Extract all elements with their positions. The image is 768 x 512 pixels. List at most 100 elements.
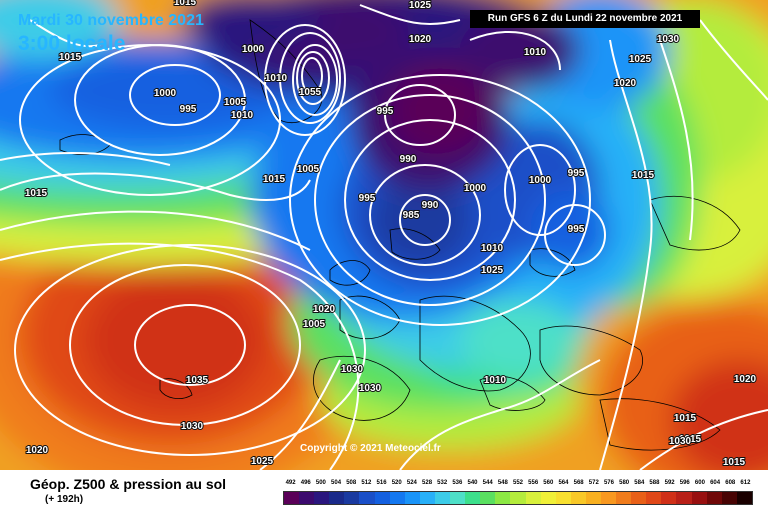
isobar-label: 1030 [341,364,364,375]
isobar-label: 1010 [484,375,507,386]
isobar-label: 995 [568,224,585,235]
isobar-label: 1015 [674,413,697,424]
scale-label: 540 [467,480,478,486]
isobar-label: 1005 [224,97,247,108]
isobar-label: 1030 [181,421,204,432]
isobar-label: 1000 [464,183,487,194]
scale-cell [736,492,752,504]
scale-cell [585,492,601,504]
isobar-label: 1015 [632,170,655,181]
isobar-label: 1020 [614,78,637,89]
isobar-label: 1015 [723,457,746,468]
isobar-label: 1010 [265,73,288,84]
scale-cell [314,492,330,504]
scale-cell [495,492,511,504]
isobar-label: 995 [180,104,197,115]
scale-label: 552 [512,480,524,486]
scale-label: 572 [588,480,599,486]
isobar-label: 1010 [481,243,504,254]
scale-cell [374,492,390,504]
scale-label: 596 [679,480,690,486]
valid-date: Mardi 30 novembre 2021 [18,12,204,29]
scale-cell [359,492,375,504]
isobar-label: 1015 [174,0,197,8]
scale-cell [465,492,481,504]
scale-cell [450,492,466,504]
scale-label: 516 [376,480,387,486]
isobar-labels: 1015 1015 1025 1020 1010 1030 1000 995 1005 1010 1… [24,0,758,469]
isobar-label: 1010 [524,47,547,58]
isobar-label: 1020 [313,304,336,315]
isobar-label: 1030 [669,436,692,447]
scale-label: 612 [740,480,751,486]
scale-cell [540,492,556,504]
scale-label: 584 [634,480,645,486]
isobar-label: 1000 [529,175,552,186]
scale-cell [404,492,420,504]
scale-cell [555,492,571,504]
isobar-label: 995 [377,106,394,117]
isobar-label: 1030 [359,383,382,394]
isobar-label: 990 [400,154,417,165]
isobar-label: 1015 [263,174,286,185]
scale-label: 536 [452,480,463,486]
scale-label: 588 [649,480,660,486]
scale-label: 608 [725,480,736,486]
scale-cell [389,492,405,504]
scale-cell [661,492,677,504]
scale-cell [525,492,541,504]
scale-label: 512 [361,480,372,486]
scale-label: 592 [664,480,675,486]
scale-cell [434,492,451,504]
scale-label: 548 [497,480,508,486]
isobar-label: 1020 [409,34,432,45]
color-scale-labels: 492 496 500 504 508 512 516 520 524 528 532 536 540 5… [283,480,753,490]
scale-label: 560 [543,480,554,486]
isobar-contours [0,4,768,470]
isobar-label: 1015 [25,188,48,199]
scale-cell [299,492,315,504]
scale-cell [570,492,586,504]
isobar-label: 1025 [409,0,432,11]
scale-cell [480,492,496,504]
scale-label: 508 [346,480,357,486]
scale-label: 544 [482,480,493,486]
scale-cell [329,492,345,504]
scale-cell [510,492,526,504]
isobar-label: 1020 [734,374,757,385]
scale-label: 604 [710,480,721,486]
isobar-label: 1015 [679,434,702,445]
scale-label: 568 [573,480,584,486]
scale-cell [600,492,617,504]
isobar-label: 1005 [303,319,326,330]
isobar-label: 1055 [299,87,322,98]
isobar-label: 1035 [186,375,209,386]
scale-label: 492 [285,480,296,486]
scale-cell [344,492,360,504]
color-scale-bar [283,491,753,505]
isobar-label: 1015 [59,52,82,63]
scale-cell [284,492,300,504]
isobar-label: 995 [568,168,585,179]
isobar-label: 990 [422,200,439,211]
isobar-label: 1025 [629,54,652,65]
z500-color-field [0,0,768,470]
scale-label: 500 [315,480,326,486]
scale-label: 504 [331,480,342,486]
scale-cell [616,492,632,504]
scale-cell [646,492,662,504]
isobar-label: 1000 [242,44,265,55]
scale-cell [631,492,647,504]
run-info: Run GFS 6 Z du Lundi 22 novembre 2021 [470,10,700,28]
scale-cell [706,492,722,504]
isobar-label: 985 [403,210,420,221]
scale-cell [676,492,692,504]
isobar-label: 1030 [657,34,680,45]
footer-title: Géop. Z500 & pression au sol [30,476,227,492]
scale-label: 564 [558,480,569,486]
footer-subtitle: (+ 192h) [45,494,84,505]
scale-label: 496 [300,480,311,486]
scale-label: 520 [391,480,402,486]
scale-label: 580 [619,480,630,486]
